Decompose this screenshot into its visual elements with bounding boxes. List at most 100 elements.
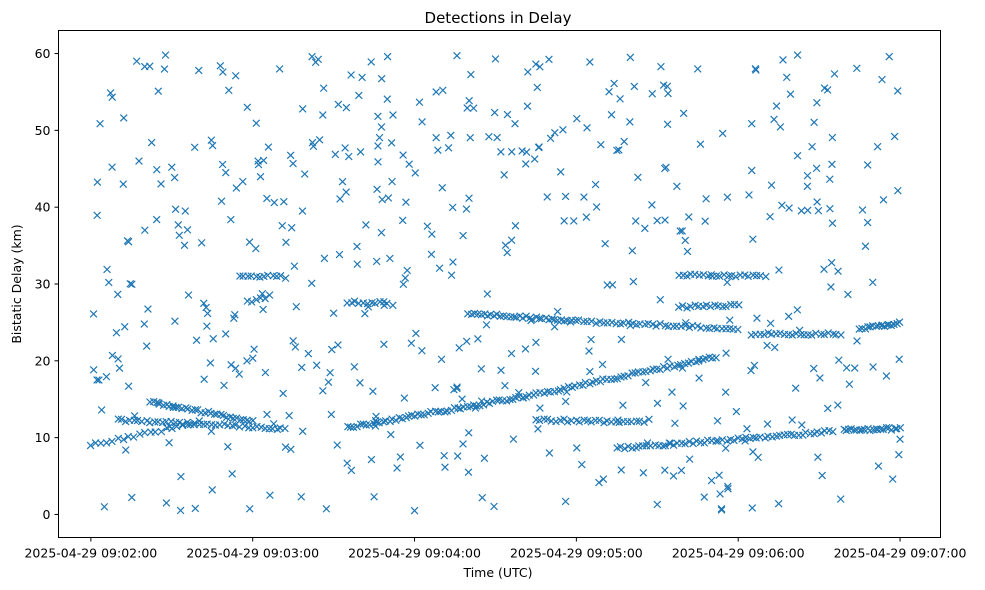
data-point bbox=[182, 403, 190, 412]
data-point bbox=[93, 376, 101, 384]
x-tick-label: 2025-04-29 09:05:00 bbox=[510, 546, 643, 561]
data-point bbox=[490, 108, 499, 117]
data-point bbox=[261, 368, 270, 377]
data-point bbox=[497, 148, 505, 156]
data-point bbox=[640, 418, 648, 427]
data-point bbox=[249, 416, 257, 425]
data-point bbox=[290, 262, 299, 270]
data-point bbox=[191, 405, 200, 414]
data-point bbox=[617, 466, 626, 474]
data-point bbox=[261, 294, 269, 303]
data-point bbox=[102, 438, 111, 447]
data-point bbox=[702, 194, 710, 203]
data-point bbox=[896, 435, 904, 443]
data-point bbox=[531, 367, 540, 376]
data-point bbox=[535, 416, 544, 425]
data-point bbox=[715, 471, 723, 480]
data-point bbox=[620, 137, 629, 146]
data-point bbox=[619, 401, 627, 410]
data-point bbox=[717, 506, 726, 514]
data-point bbox=[732, 407, 741, 416]
data-point bbox=[291, 343, 300, 351]
data-point bbox=[115, 364, 124, 373]
data-point bbox=[490, 502, 498, 511]
data-point bbox=[660, 466, 669, 475]
data-point bbox=[598, 360, 607, 369]
data-point bbox=[496, 312, 505, 321]
data-point bbox=[434, 146, 442, 155]
data-point bbox=[628, 369, 636, 377]
data-point bbox=[817, 330, 825, 339]
data-point bbox=[766, 212, 774, 221]
data-point bbox=[128, 280, 136, 289]
data-point bbox=[199, 299, 208, 308]
data-point bbox=[174, 221, 183, 229]
x-tick-label: 2025-04-29 09:06:00 bbox=[672, 546, 805, 561]
data-point bbox=[607, 110, 616, 119]
data-point bbox=[521, 345, 530, 353]
data-point bbox=[438, 183, 447, 192]
data-point bbox=[663, 120, 672, 129]
data-point bbox=[447, 271, 456, 280]
data-point bbox=[586, 58, 594, 66]
data-point bbox=[695, 374, 703, 382]
data-point bbox=[747, 119, 756, 128]
data-point bbox=[307, 279, 316, 288]
data-point bbox=[820, 265, 828, 274]
data-point bbox=[850, 426, 859, 434]
data-point bbox=[298, 207, 307, 215]
data-point bbox=[717, 505, 726, 513]
data-point bbox=[546, 134, 555, 143]
data-point bbox=[635, 417, 644, 426]
data-point bbox=[123, 236, 132, 245]
data-point bbox=[823, 86, 832, 94]
data-point bbox=[119, 114, 128, 122]
data-point bbox=[114, 355, 122, 363]
data-point bbox=[566, 318, 575, 326]
data-point bbox=[545, 55, 553, 64]
data-point bbox=[183, 226, 192, 234]
data-point bbox=[713, 417, 722, 425]
data-point bbox=[244, 272, 252, 281]
data-point bbox=[308, 138, 317, 147]
data-point bbox=[814, 206, 823, 215]
data-point bbox=[641, 224, 649, 233]
data-point bbox=[221, 168, 230, 177]
data-point bbox=[597, 140, 605, 149]
data-point bbox=[827, 283, 835, 291]
data-point bbox=[533, 83, 542, 92]
data-point bbox=[661, 441, 670, 450]
data-point bbox=[117, 415, 126, 424]
data-point bbox=[448, 203, 457, 212]
data-point bbox=[197, 238, 206, 247]
data-point bbox=[878, 321, 886, 329]
data-point bbox=[837, 331, 845, 339]
data-point bbox=[743, 424, 751, 433]
data-point bbox=[453, 452, 462, 460]
data-point bbox=[648, 89, 657, 98]
data-point bbox=[782, 73, 791, 82]
data-point bbox=[281, 424, 289, 433]
data-point bbox=[276, 271, 285, 280]
data-point bbox=[334, 341, 342, 349]
data-point bbox=[226, 215, 235, 224]
data-point bbox=[112, 328, 121, 337]
data-point bbox=[793, 306, 802, 314]
data-point bbox=[377, 228, 386, 237]
data-point bbox=[518, 147, 526, 155]
data-point bbox=[449, 258, 457, 266]
data-point bbox=[712, 437, 720, 446]
data-point bbox=[412, 329, 420, 338]
data-point bbox=[617, 335, 626, 344]
data-point bbox=[791, 384, 800, 393]
data-point bbox=[583, 123, 591, 132]
data-point bbox=[895, 318, 904, 326]
data-point bbox=[735, 301, 743, 309]
data-point bbox=[129, 433, 138, 441]
data-point bbox=[209, 334, 218, 343]
data-point bbox=[665, 439, 674, 447]
data-point bbox=[281, 274, 290, 283]
y-tick-label: 50 bbox=[35, 123, 51, 138]
data-point bbox=[279, 389, 287, 398]
data-point bbox=[380, 340, 388, 349]
